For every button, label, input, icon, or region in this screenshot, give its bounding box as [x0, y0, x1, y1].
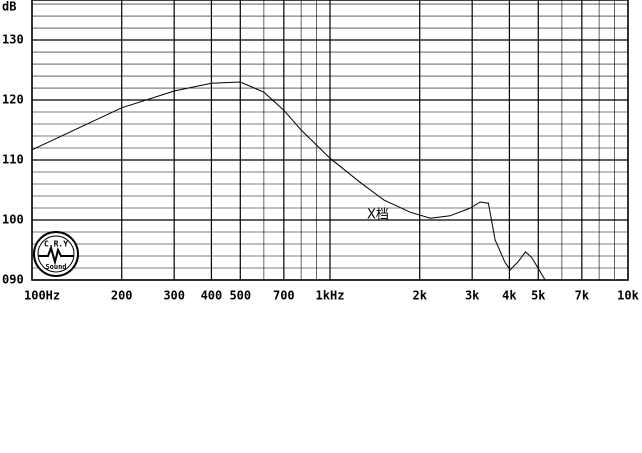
- x-tick-label: 2k: [412, 289, 427, 303]
- x-tick-label: 4k: [502, 289, 517, 303]
- x-tick-label: 700: [273, 289, 295, 303]
- annotation: X档: [367, 208, 389, 223]
- logo-ring: [37, 235, 75, 273]
- logo-text: C.R.Y: [44, 240, 68, 249]
- plot-frame: [31, 0, 629, 281]
- y-tick-label: 090: [2, 273, 24, 287]
- x-tick-label: 10k: [617, 289, 639, 303]
- x-tick-label: 1kHz: [316, 289, 345, 303]
- x-tick-label: 300: [163, 289, 185, 303]
- y-tick-label: 110: [2, 153, 24, 167]
- x-tick-label: 500: [229, 289, 251, 303]
- y-axis-label: dB: [2, 0, 16, 14]
- x-tick-label: 5k: [531, 289, 546, 303]
- x-tick-label: 200: [111, 289, 133, 303]
- y-tick-label: 130: [2, 33, 24, 47]
- x-tick-label: 7k: [575, 289, 590, 303]
- response-curve: [31, 81, 546, 281]
- logo-wave: [38, 244, 74, 266]
- x-tick-label: 3k: [465, 289, 480, 303]
- logo-text: Sound: [45, 263, 66, 271]
- y-tick-label: 100: [2, 213, 24, 227]
- x-tick-label: 400: [201, 289, 223, 303]
- x-tick-label: 100Hz: [24, 289, 60, 303]
- y-tick-label: 120: [2, 93, 24, 107]
